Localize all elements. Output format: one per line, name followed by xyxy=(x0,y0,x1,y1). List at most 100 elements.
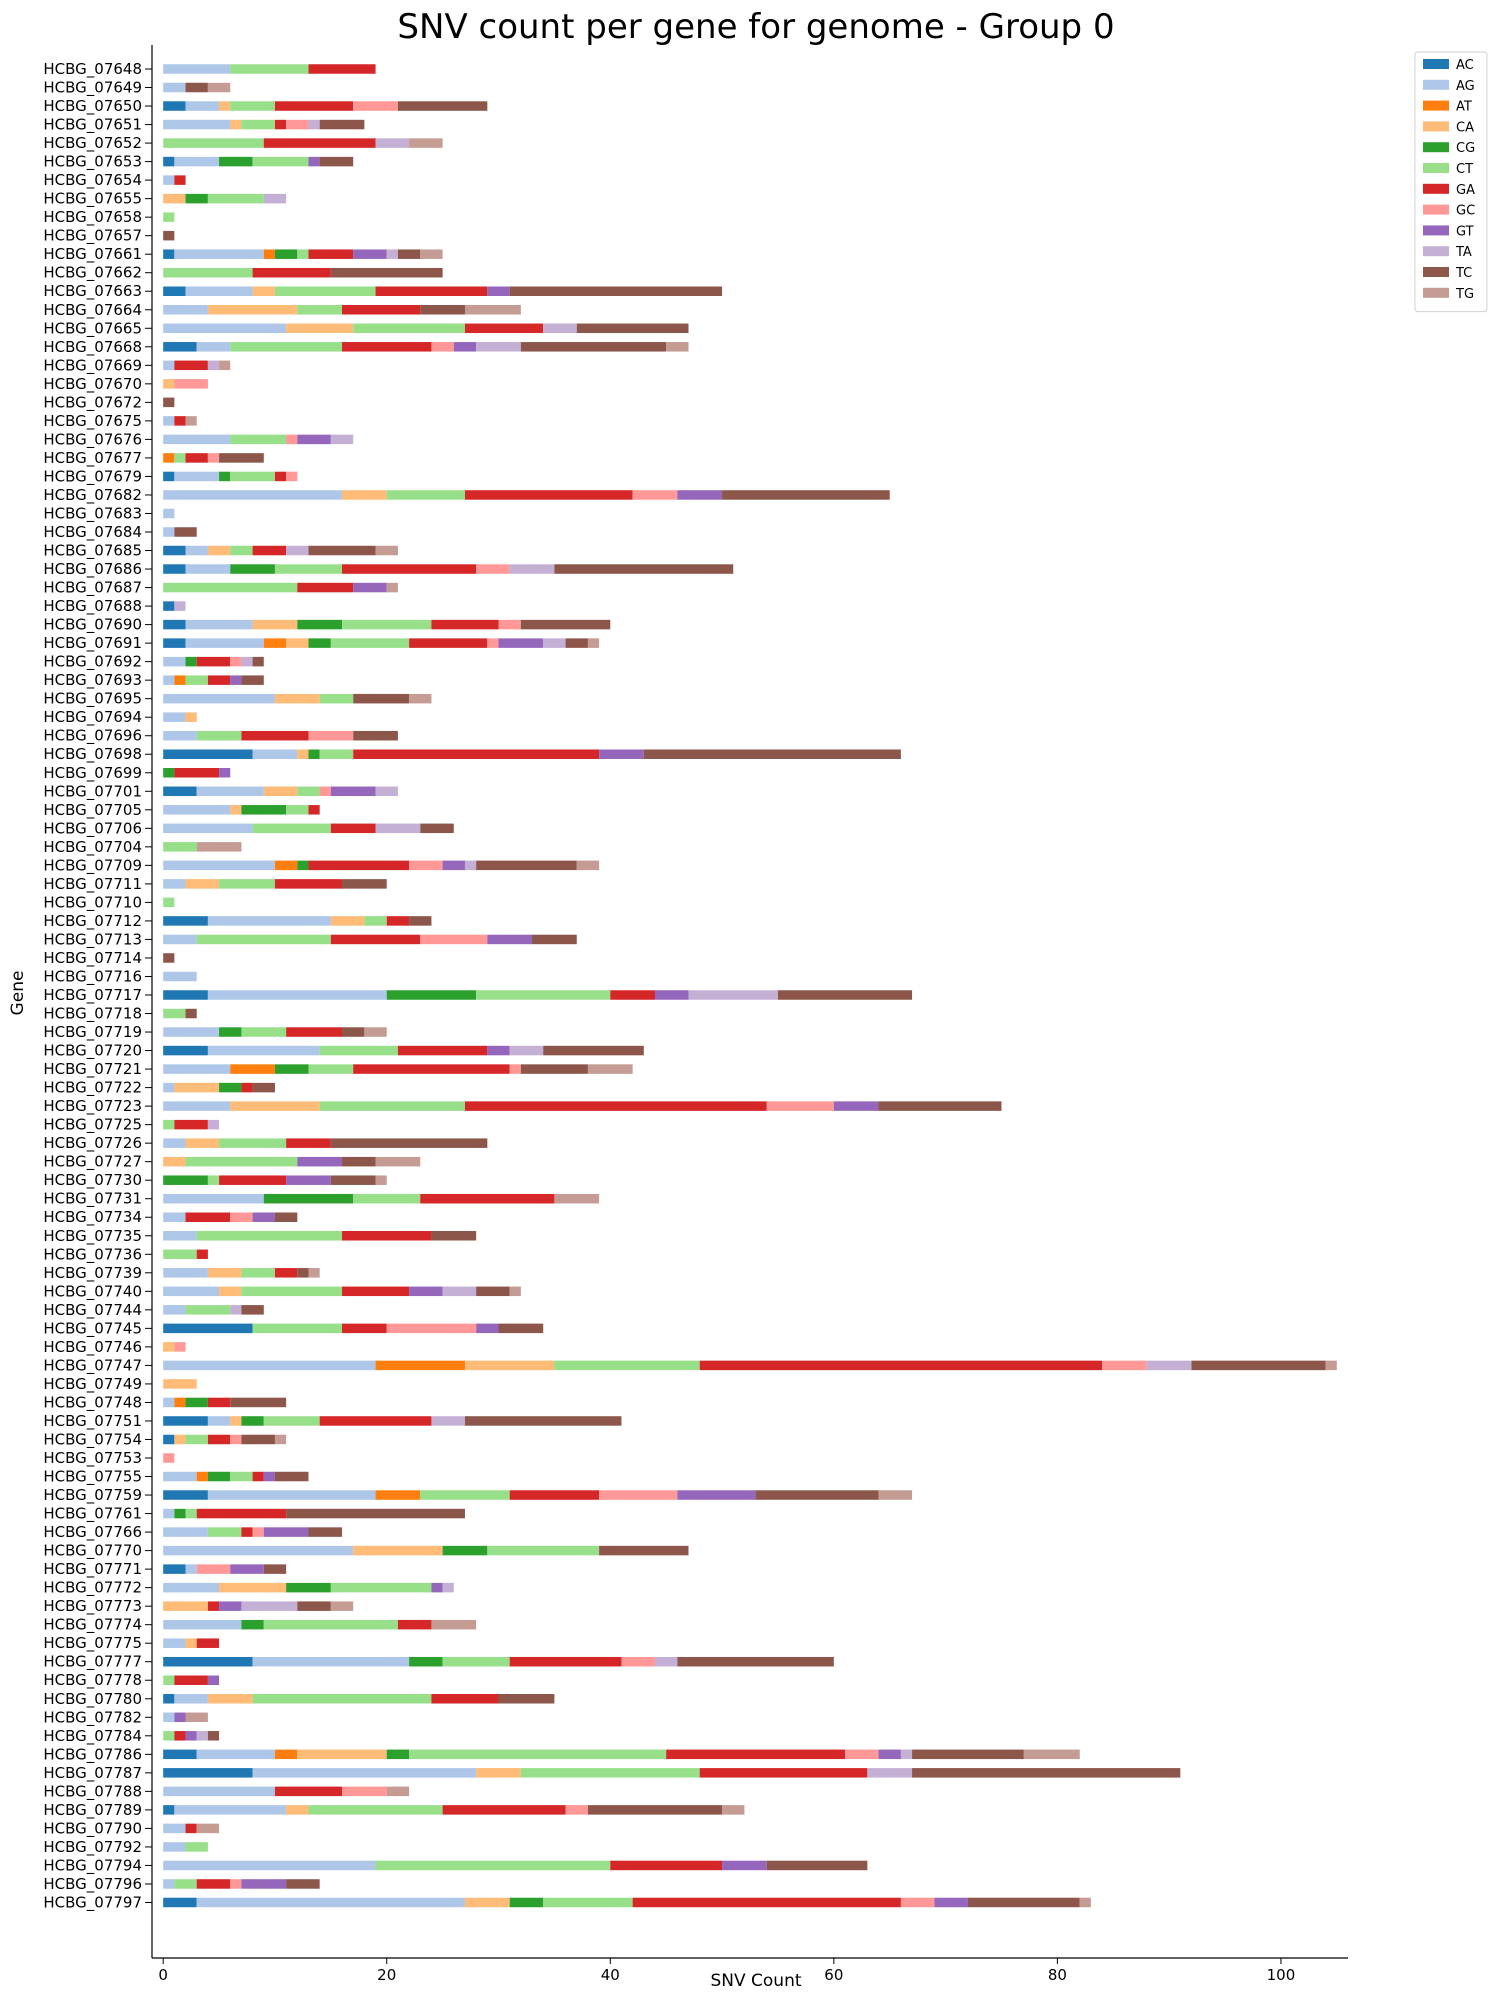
bar-segment-HCBG_07786-AC xyxy=(163,1749,197,1760)
x-tick-label: 20 xyxy=(377,1966,396,1984)
bar-segment-HCBG_07682-GC xyxy=(632,490,678,500)
bar-segment-HCBG_07685-TG xyxy=(375,545,398,556)
bar-segment-HCBG_07759-GA xyxy=(509,1490,600,1500)
bar-segment-HCBG_07705-CA xyxy=(230,805,242,815)
bar-segment-HCBG_07713-CT xyxy=(196,934,331,945)
bar-segment-HCBG_07789-CA xyxy=(286,1805,309,1815)
bar-segment-HCBG_07690-GA xyxy=(431,619,499,630)
y-tick-label: HCBG_07753 xyxy=(43,1449,142,1468)
bar-segment-HCBG_07726-TC xyxy=(330,1138,488,1148)
bar-segment-HCBG_07772-GT xyxy=(431,1582,443,1593)
bar-segment-HCBG_07777-TC xyxy=(677,1656,834,1667)
bar-segment-HCBG_07797-GT xyxy=(934,1897,968,1908)
bar-segment-HCBG_07711-GA xyxy=(274,879,343,889)
x-tick-label: 100 xyxy=(1267,1966,1296,1984)
y-tick-label: HCBG_07672 xyxy=(43,393,142,412)
bar-segment-HCBG_07794-GA xyxy=(610,1860,723,1871)
bar-segment-HCBG_07778-GA xyxy=(174,1675,208,1685)
bar-segment-HCBG_07654-AG xyxy=(163,175,175,185)
bar-segment-HCBG_07746-GC xyxy=(174,1342,186,1352)
y-tick-label: HCBG_07693 xyxy=(43,671,142,690)
bar-segment-HCBG_07759-GT xyxy=(677,1490,756,1500)
bar-segment-HCBG_07682-AG xyxy=(163,490,343,500)
bar-segment-HCBG_07691-CG xyxy=(308,638,331,648)
bar-segment-HCBG_07709-GC xyxy=(409,860,443,871)
legend-swatch-CG xyxy=(1423,142,1449,153)
bar-segment-HCBG_07797-GC xyxy=(900,1897,935,1908)
bar-segment-HCBG_07777-CG xyxy=(409,1656,443,1667)
bar-segment-HCBG_07691-TC xyxy=(565,638,588,648)
legend-swatch-TG xyxy=(1423,287,1449,298)
bar-segment-HCBG_07726-AG xyxy=(163,1138,186,1148)
bar-segment-HCBG_07772-CA xyxy=(219,1582,287,1593)
bar-segment-HCBG_07734-GT xyxy=(252,1212,275,1222)
bar-segment-HCBG_07789-TG xyxy=(722,1805,745,1815)
bar-segment-HCBG_07661-GT xyxy=(353,249,387,259)
bar-segment-HCBG_07754-CT xyxy=(185,1434,208,1445)
bar-segment-HCBG_07687-CT xyxy=(163,582,298,593)
bar-segment-HCBG_07696-CT xyxy=(196,730,242,741)
bar-segment-HCBG_07797-TC xyxy=(967,1897,1080,1908)
bar-segment-HCBG_07755-CT xyxy=(230,1471,253,1482)
bar-segment-HCBG_07665-TA xyxy=(543,323,577,334)
y-tick-label: HCBG_07686 xyxy=(43,560,142,579)
bar-segment-HCBG_07755-AG xyxy=(163,1471,197,1482)
bar-segment-HCBG_07784-TA xyxy=(196,1731,208,1741)
bar-segment-HCBG_07771-AG xyxy=(185,1564,197,1574)
bar-segment-HCBG_07661-TA xyxy=(386,249,398,259)
bar-segment-HCBG_07745-TC xyxy=(498,1323,544,1334)
bar-segment-HCBG_07690-AG xyxy=(185,619,253,630)
bar-segment-HCBG_07691-AT xyxy=(263,638,287,648)
bar-segment-HCBG_07685-AG xyxy=(185,545,208,556)
bar-segment-HCBG_07787-TC xyxy=(912,1768,1181,1778)
bar-segment-HCBG_07736-CT xyxy=(163,1249,197,1260)
x-axis-label: SNV Count xyxy=(710,1971,801,1991)
bar-segment-HCBG_07755-TC xyxy=(274,1471,309,1482)
bar-segment-HCBG_07652-CT xyxy=(163,138,264,148)
bar-segment-HCBG_07687-GT xyxy=(353,582,387,593)
bar-segment-HCBG_07773-TG xyxy=(330,1601,354,1611)
bar-segment-HCBG_07717-GA xyxy=(610,990,655,1000)
bar-segment-HCBG_07693-GA xyxy=(207,675,231,685)
bar-segment-HCBG_07648-GA xyxy=(308,64,376,74)
bar-segment-HCBG_07663-AC xyxy=(163,286,186,296)
bar-segment-HCBG_07650-AG xyxy=(185,101,220,111)
bar-segment-HCBG_07773-TA xyxy=(241,1601,298,1611)
y-axis-label: Gene xyxy=(8,971,28,1016)
bar-segment-HCBG_07754-GA xyxy=(207,1434,231,1445)
bar-segment-HCBG_07665-GA xyxy=(464,323,544,334)
bar-segment-HCBG_07717-TC xyxy=(777,990,913,1000)
bar-segment-HCBG_07675-GA xyxy=(174,416,186,426)
y-tick-label: HCBG_07669 xyxy=(43,356,142,375)
bar-segment-HCBG_07713-TC xyxy=(532,934,577,945)
bar-segment-HCBG_07665-CA xyxy=(286,323,354,334)
bar-segment-HCBG_07746-CA xyxy=(163,1342,175,1352)
bar-segment-HCBG_07650-AC xyxy=(163,101,186,111)
y-tick-label: HCBG_07723 xyxy=(43,1097,142,1116)
bar-segment-HCBG_07686-AG xyxy=(185,564,231,574)
bar-segment-HCBG_07663-GT xyxy=(487,286,510,296)
y-tick-label: HCBG_07684 xyxy=(43,523,142,542)
y-tick-label: HCBG_07749 xyxy=(43,1375,142,1394)
y-tick-label: HCBG_07730 xyxy=(43,1171,142,1190)
bar-segment-HCBG_07730-TG xyxy=(375,1175,387,1185)
bar-segment-HCBG_07755-GA xyxy=(252,1471,264,1482)
bar-segment-HCBG_07788-GA xyxy=(274,1786,343,1797)
bar-segment-HCBG_07650-GA xyxy=(274,101,354,111)
bar-segment-HCBG_07692-GC xyxy=(230,656,242,667)
bar-segment-HCBG_07676-GT xyxy=(297,434,331,445)
y-tick-label: HCBG_07778 xyxy=(43,1671,142,1690)
y-tick-label: HCBG_07782 xyxy=(43,1708,142,1727)
y-tick-label: HCBG_07717 xyxy=(43,986,142,1005)
bar-segment-HCBG_07709-AG xyxy=(163,860,275,871)
bar-segment-HCBG_07701-AG xyxy=(196,786,264,797)
bar-segment-HCBG_07722-GA xyxy=(241,1082,253,1093)
bar-segment-HCBG_07651-TA xyxy=(308,119,320,130)
y-tick-label: HCBG_07709 xyxy=(43,856,142,875)
bar-segment-HCBG_07770-CG xyxy=(442,1545,488,1556)
bar-segment-HCBG_07669-AG xyxy=(163,360,175,371)
bar-segment-HCBG_07691-TA xyxy=(543,638,566,648)
bar-segment-HCBG_07709-TA xyxy=(464,860,477,871)
bar-segment-HCBG_07778-GT xyxy=(207,1675,220,1685)
bar-segment-HCBG_07698-TC xyxy=(643,749,901,759)
